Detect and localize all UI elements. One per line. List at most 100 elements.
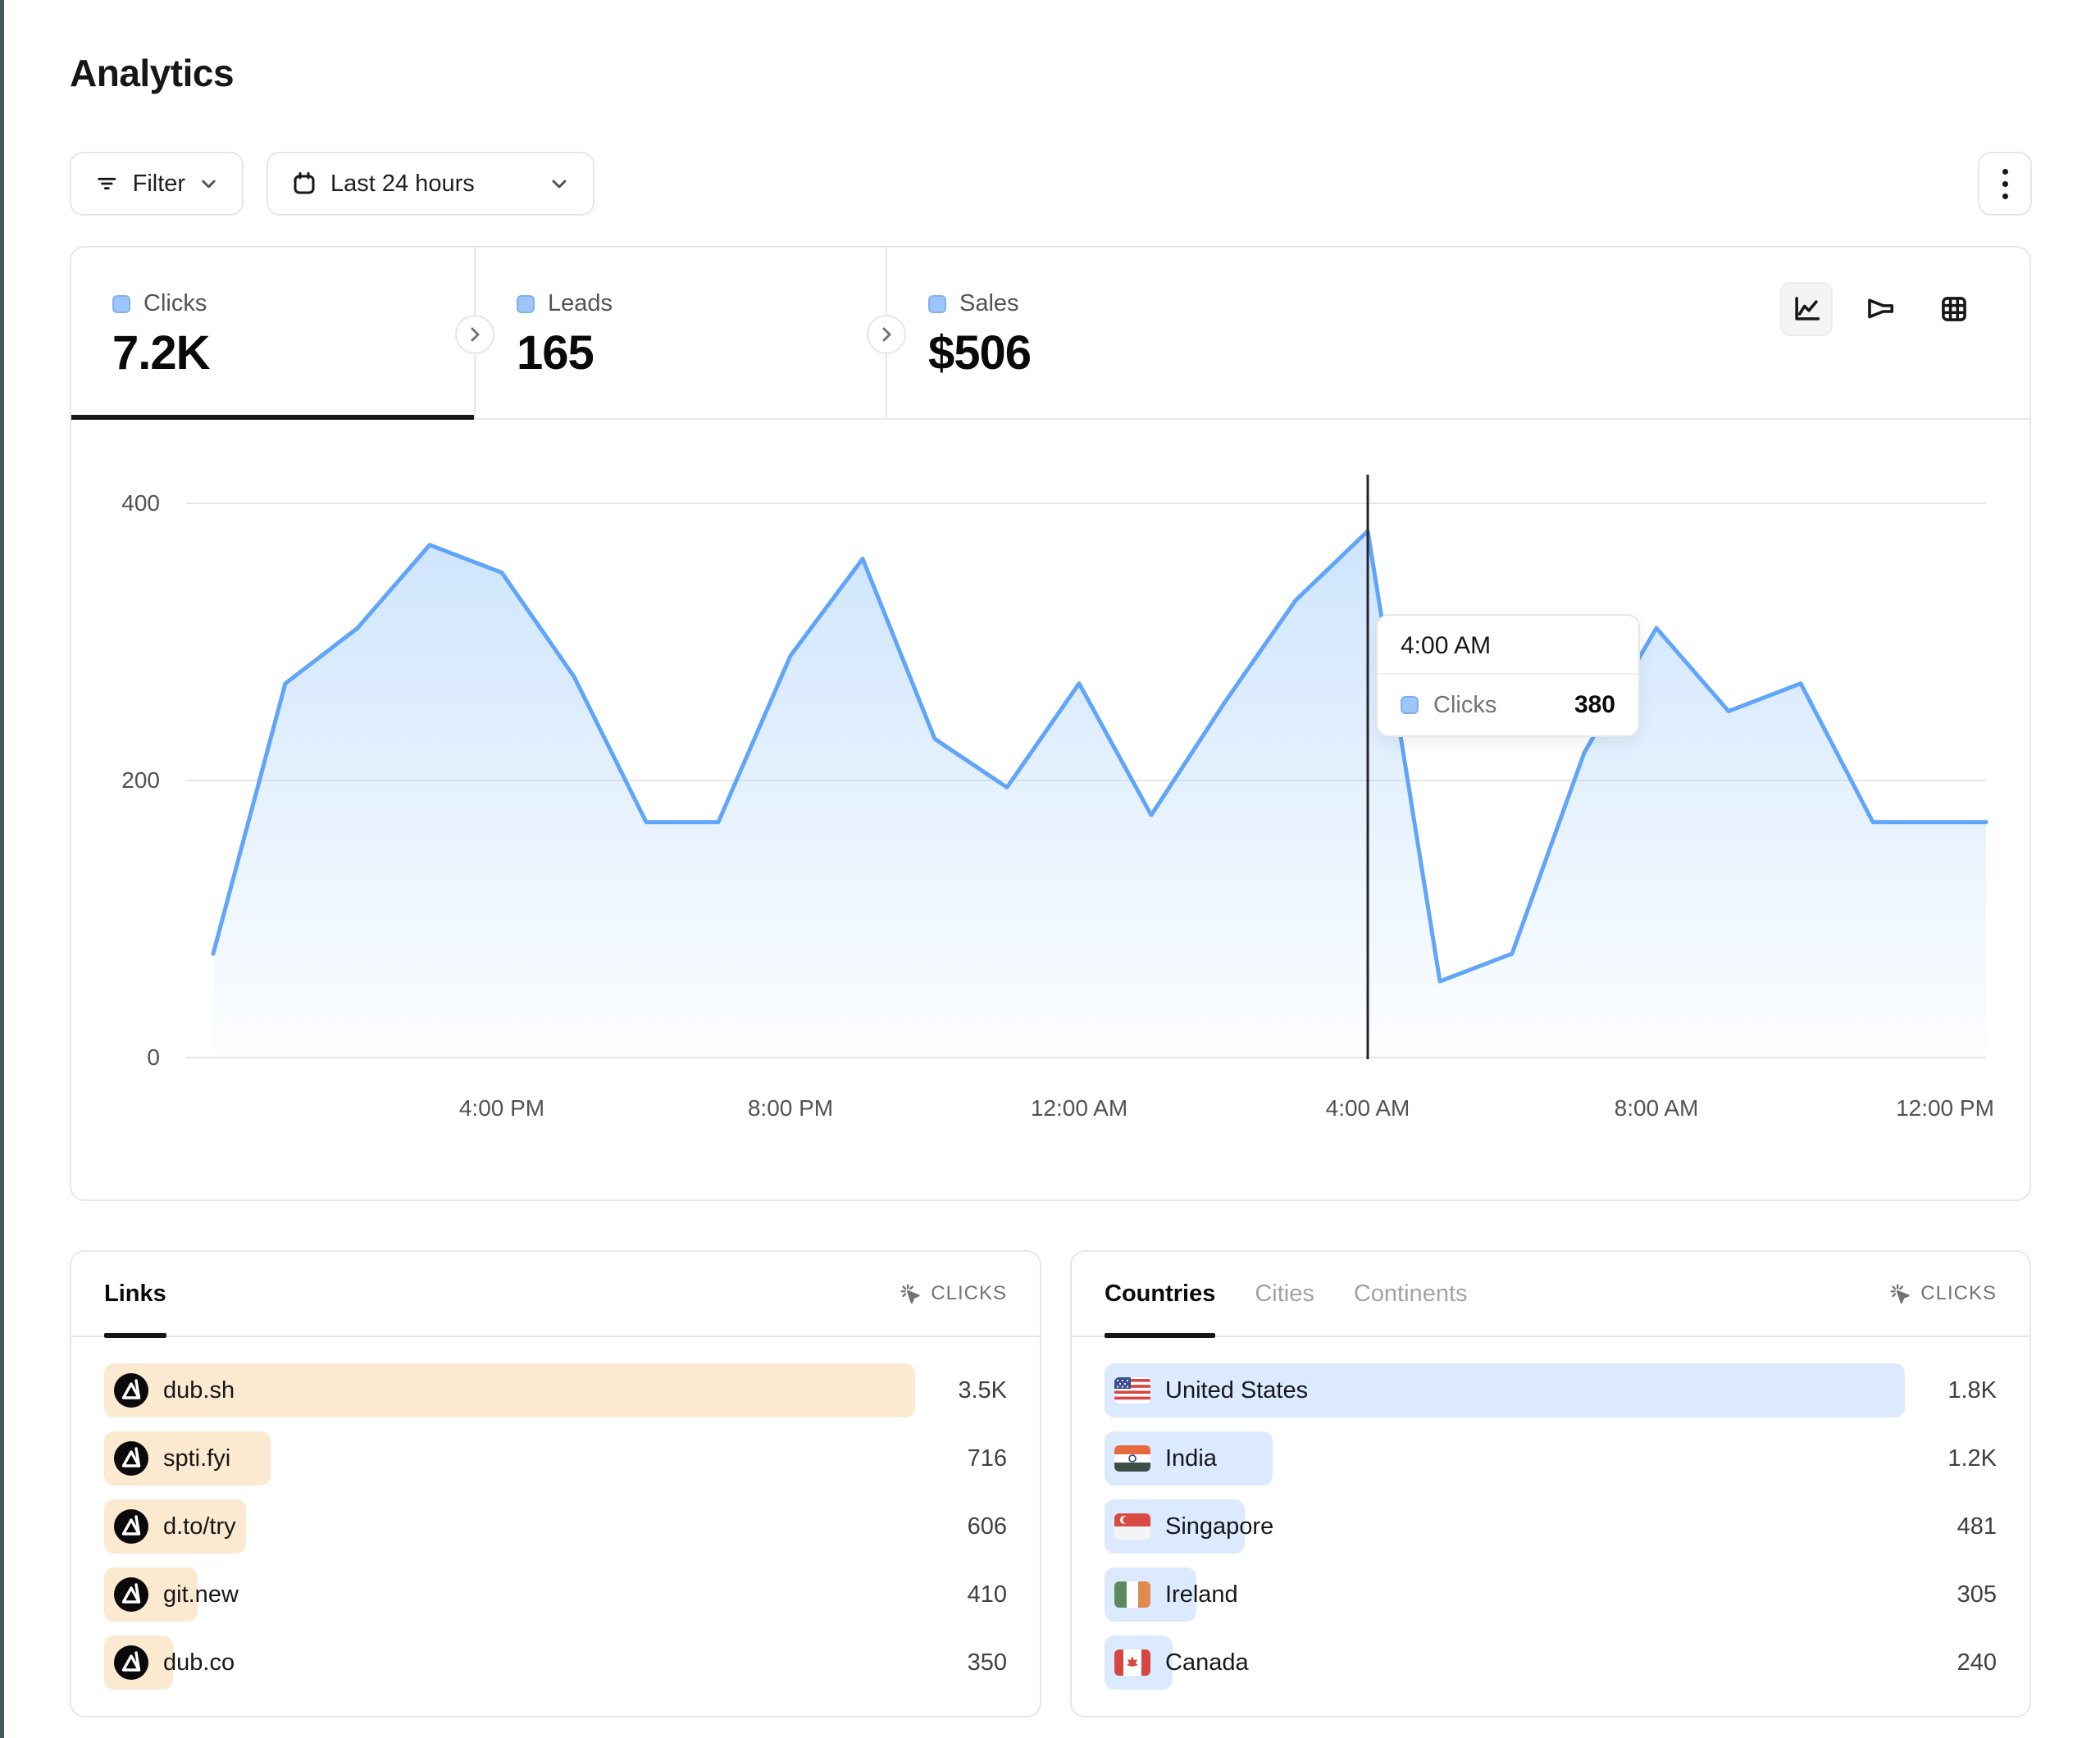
leads-legend-swatch	[517, 294, 535, 313]
list-item-value: 350	[967, 1649, 1007, 1676]
list-item-value: 240	[1957, 1649, 1997, 1676]
svg-text:8:00 PM: 8:00 PM	[748, 1095, 833, 1121]
countries-tab-cities[interactable]: Cities	[1255, 1280, 1314, 1307]
svg-text:12:00 PM: 12:00 PM	[1896, 1095, 1994, 1121]
flag-ca-icon	[1114, 1649, 1150, 1676]
list-item-value: 1.2K	[1947, 1445, 1997, 1472]
analytics-card: Clicks 7.2K Leads 165	[70, 246, 2031, 1201]
list-item-git-new[interactable]: git.new 410	[104, 1567, 1007, 1622]
dub-logo-icon	[114, 1441, 148, 1476]
sales-value: $506	[928, 326, 1032, 380]
funnel-view-button[interactable]	[1854, 282, 1906, 336]
date-range-button[interactable]: Last 24 hours	[266, 152, 594, 216]
cursor-click-icon	[900, 1284, 920, 1304]
list-item-dub-co[interactable]: dub.co 350	[104, 1636, 1007, 1690]
countries-tab-countries[interactable]: Countries	[1105, 1251, 1216, 1338]
chevron-down-icon	[202, 180, 216, 189]
sales-legend-swatch	[928, 294, 946, 313]
links-metric-label: CLICKS	[931, 1282, 1007, 1304]
line-chart-view-button[interactable]	[1780, 282, 1833, 336]
list-item-spti-fyi[interactable]: spti.fyi 716	[104, 1431, 1007, 1485]
chart-tooltip: 4:00 AM Clicks 380	[1376, 614, 1640, 737]
svg-text:0: 0	[147, 1044, 160, 1070]
countries-list: United States 1.8K India 1.2K Singapore	[1072, 1337, 2029, 1690]
list-item-value: 410	[967, 1581, 1007, 1608]
area-chart-canvas[interactable]: 0 200 400 4:00 PM 8:00 PM 12:00 AM 4:00 AM 8:00…	[71, 421, 2029, 1200]
stats-tabs-row: Clicks 7.2K Leads 165	[71, 248, 2029, 420]
list-item-value: 305	[1957, 1581, 1997, 1608]
tab-clicks[interactable]: Clicks 7.2K	[71, 248, 494, 420]
more-options-button[interactable]	[1978, 152, 2032, 216]
leads-value: 165	[517, 326, 594, 380]
tooltip-legend-swatch	[1401, 696, 1419, 714]
list-item-label: d.to/try	[163, 1513, 236, 1540]
list-item-dub-sh[interactable]: dub.sh 3.5K	[104, 1363, 1007, 1417]
left-edge-strip	[0, 0, 4, 1738]
table-grid-icon	[1942, 297, 1966, 321]
countries-metric-header[interactable]: CLICKS	[1888, 1281, 1997, 1306]
list-item-label: Ireland	[1165, 1581, 1238, 1608]
tab-sales[interactable]: Sales $506	[887, 248, 2029, 418]
chevron-right-icon	[471, 327, 480, 342]
chart-view-toggle	[1780, 282, 1980, 336]
svg-text:12:00 AM: 12:00 AM	[1031, 1095, 1127, 1121]
clicks-tab-label: Clicks	[143, 290, 207, 316]
funnel-icon	[1868, 298, 1894, 319]
svg-text:200: 200	[121, 767, 160, 793]
list-item-value: 3.5K	[958, 1376, 1007, 1404]
flag-us-icon	[1114, 1377, 1150, 1404]
list-item-canada[interactable]: Canada 240	[1105, 1636, 1997, 1690]
list-item-value: 606	[967, 1513, 1007, 1540]
list-item-label: India	[1165, 1445, 1217, 1472]
links-tabs: Links	[104, 1251, 166, 1338]
filter-button[interactable]: Filter	[70, 152, 244, 216]
list-item-india[interactable]: India 1.2K	[1105, 1431, 1997, 1485]
dub-logo-icon	[114, 1645, 148, 1680]
links-panel: Links CLICKS dub.sh 3.5K	[70, 1250, 1041, 1718]
countries-panel-header: Countries Cities Continents CLICKS	[1072, 1251, 2029, 1338]
flag-in-icon	[1114, 1445, 1150, 1472]
expand-clicks-button[interactable]	[455, 315, 494, 354]
countries-metric-label: CLICKS	[1920, 1282, 1997, 1304]
list-item-label: United States	[1165, 1376, 1309, 1404]
leads-tab-label: Leads	[548, 290, 613, 316]
list-item-d-to-try[interactable]: d.to/try 606	[104, 1499, 1007, 1554]
list-item-singapore[interactable]: Singapore 481	[1105, 1499, 1997, 1554]
value-bar	[1105, 1363, 1905, 1417]
links-metric-header[interactable]: CLICKS	[898, 1281, 1007, 1306]
dub-logo-icon	[114, 1373, 148, 1408]
calendar-icon	[294, 172, 315, 194]
countries-tab-continents[interactable]: Continents	[1353, 1280, 1468, 1307]
clicks-time-series-chart[interactable]: 0 200 400 4:00 PM 8:00 PM 12:00 AM 4:00 AM 8:00…	[71, 421, 2029, 1200]
value-bar	[104, 1363, 915, 1417]
cursor-click-icon	[1890, 1284, 1910, 1304]
filter-icon	[98, 177, 116, 190]
date-range-label: Last 24 hours	[330, 170, 475, 197]
links-list: dub.sh 3.5K spti.fyi 716	[71, 1337, 1040, 1690]
list-item-united-states[interactable]: United States 1.8K	[1105, 1363, 1997, 1417]
chevron-right-icon	[882, 327, 891, 342]
list-item-label: Singapore	[1165, 1513, 1274, 1540]
list-item-value: 1.8K	[1947, 1376, 1997, 1404]
chevron-down-icon	[552, 180, 567, 189]
list-item-label: dub.sh	[163, 1376, 235, 1404]
kebab-menu-icon	[2002, 168, 2008, 199]
expand-leads-button[interactable]	[867, 315, 906, 354]
list-item-label: spti.fyi	[163, 1445, 231, 1472]
tooltip-series-value: 380	[1574, 691, 1615, 718]
page-title: Analytics	[70, 52, 235, 94]
clicks-legend-swatch	[112, 294, 130, 313]
tab-leads[interactable]: Leads 165	[476, 248, 906, 418]
svg-text:400: 400	[121, 490, 160, 516]
tooltip-time: 4:00 AM	[1378, 616, 1638, 675]
list-item-label: git.new	[163, 1581, 239, 1608]
sales-tab-label: Sales	[959, 290, 1019, 316]
table-view-button[interactable]	[1928, 282, 1980, 336]
countries-panel: Countries Cities Continents CLICKS United …	[1070, 1250, 2031, 1718]
dub-logo-icon	[114, 1509, 148, 1544]
list-item-ireland[interactable]: Ireland 305	[1105, 1567, 1997, 1622]
list-item-value: 716	[967, 1445, 1007, 1472]
links-tab-links[interactable]: Links	[104, 1251, 166, 1338]
svg-text:8:00 AM: 8:00 AM	[1615, 1095, 1699, 1121]
countries-tabs: Countries Cities Continents	[1105, 1251, 1468, 1338]
